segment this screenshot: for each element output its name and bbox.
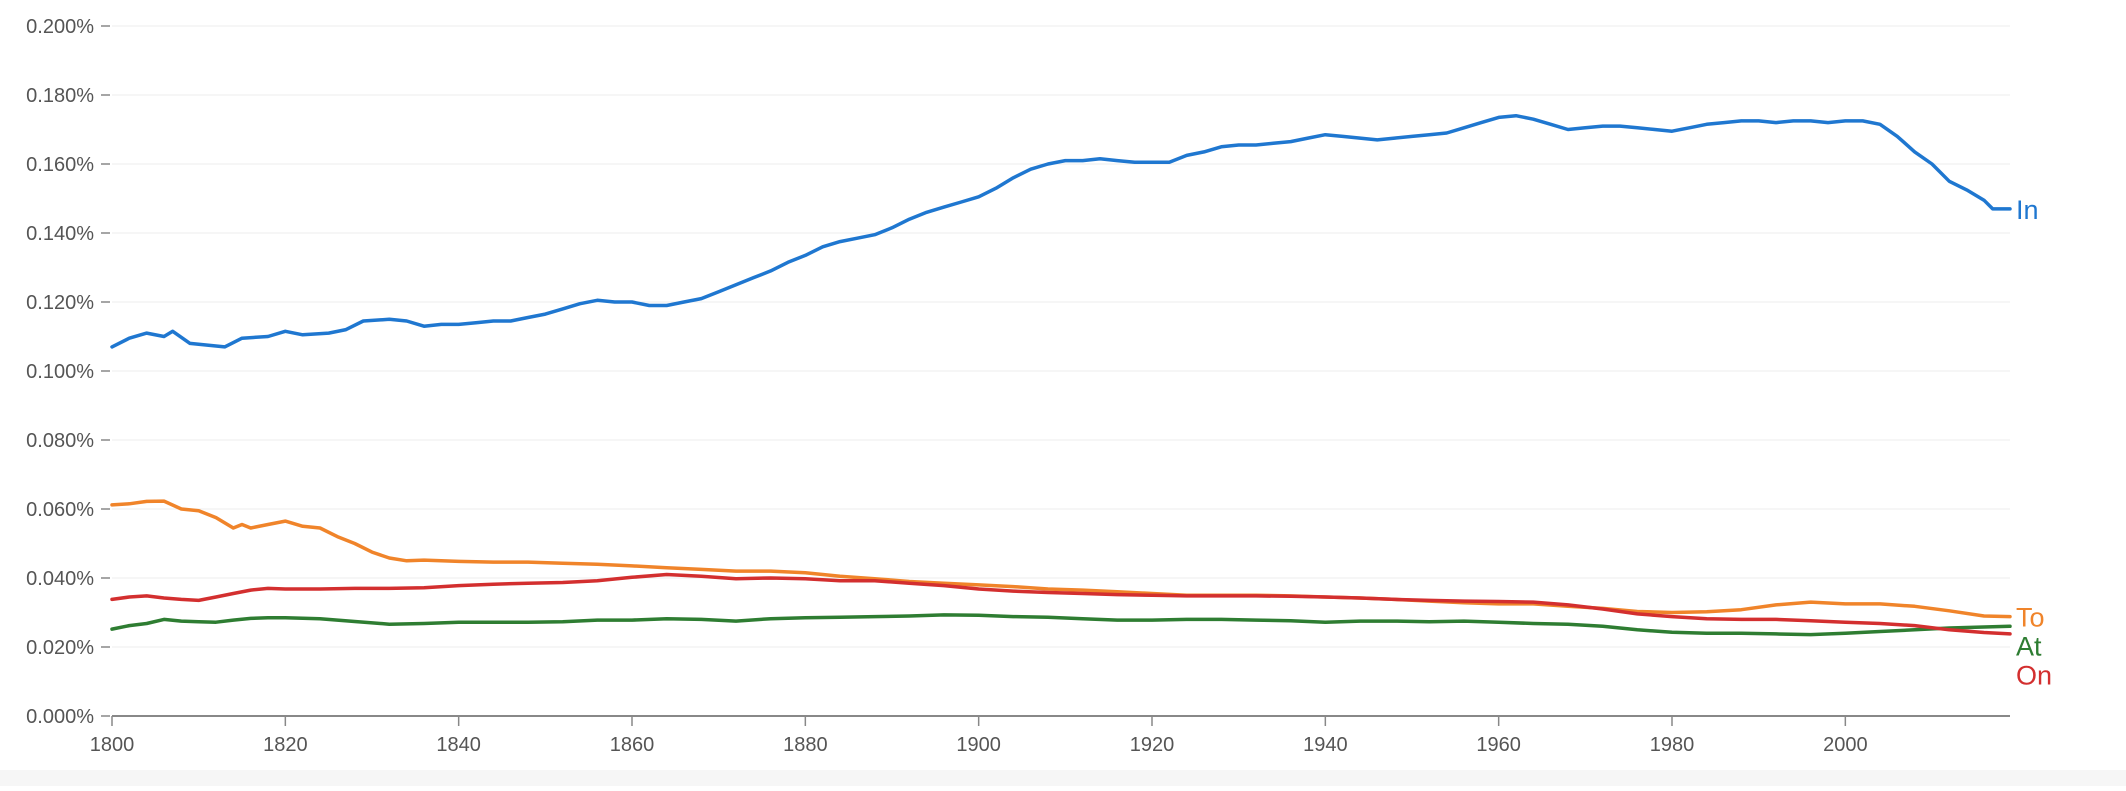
y-axis: 0.000% 0.020% 0.040% 0.060% 0.080% 0.100% 0.12… <box>26 16 110 728</box>
x-tick-label: 2000 <box>1823 734 1868 756</box>
y-tick-label: 0.000% <box>26 706 94 728</box>
x-tick-label: 1900 <box>956 734 1001 756</box>
y-tick-label: 0.200% <box>26 16 94 38</box>
series-line-on <box>110 572 2012 636</box>
y-tick-label: 0.100% <box>26 361 94 383</box>
x-tick-label: 1940 <box>1303 734 1348 756</box>
series-line-to <box>110 499 2012 619</box>
gridlines <box>112 25 2010 648</box>
series-line-at <box>110 613 2012 637</box>
y-tick-label: 0.020% <box>26 637 94 659</box>
x-tick-label: 1800 <box>90 734 135 756</box>
x-tick-label: 1960 <box>1476 734 1521 756</box>
series-label-to[interactable]: To <box>2016 603 2045 633</box>
x-tick-label: 1820 <box>263 734 308 756</box>
x-tick-label: 1980 <box>1650 734 1695 756</box>
series-lines <box>110 113 2012 637</box>
y-tick-label: 0.080% <box>26 430 94 452</box>
x-tick-label: 1860 <box>610 734 655 756</box>
series-label-in[interactable]: In <box>2016 195 2039 225</box>
y-tick-label: 0.140% <box>26 223 94 245</box>
y-tick-label: 0.040% <box>26 568 94 590</box>
x-tick-label: 1920 <box>1130 734 1175 756</box>
y-tick-label: 0.120% <box>26 292 94 314</box>
series-line-in <box>110 113 2012 349</box>
y-tick-label: 0.060% <box>26 499 94 521</box>
x-axis: 1800 1820 1840 1860 1880 1900 1920 1940 1960 1980… <box>90 715 2010 756</box>
y-tick-label: 0.160% <box>26 154 94 176</box>
footer-band <box>0 770 2126 786</box>
x-tick-label: 1840 <box>436 734 481 756</box>
x-tick-label: 1880 <box>783 734 828 756</box>
series-label-on[interactable]: On <box>2016 661 2052 691</box>
series-label-at[interactable]: At <box>2016 632 2042 662</box>
y-tick-label: 0.180% <box>26 85 94 107</box>
